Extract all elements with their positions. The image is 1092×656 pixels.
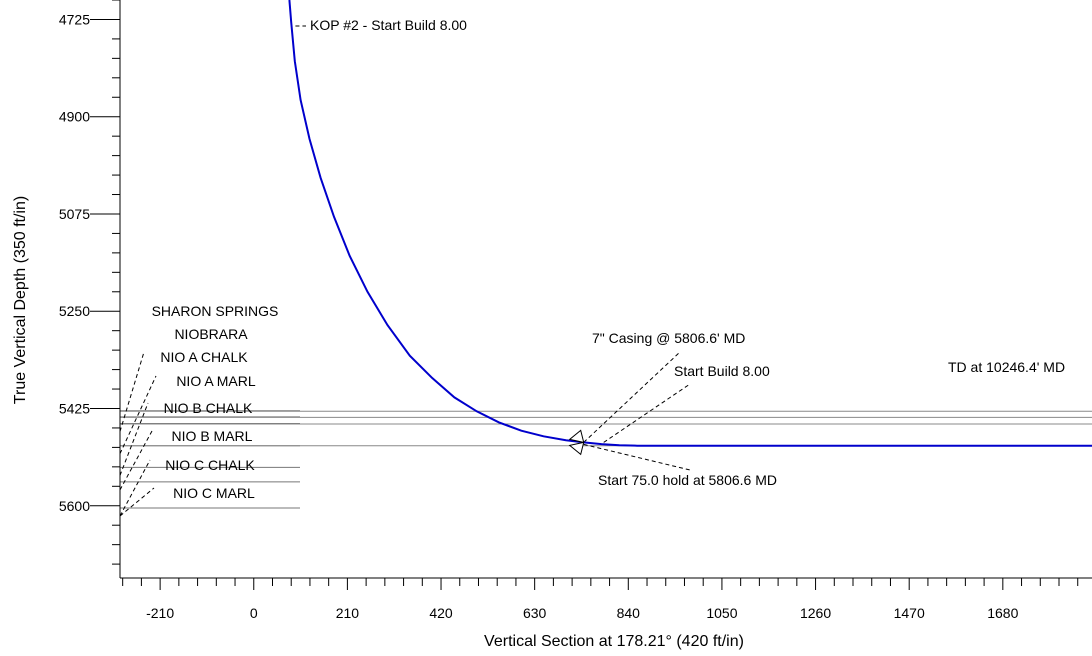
formation-leader xyxy=(119,351,145,432)
casing-marker-bottom xyxy=(568,441,585,456)
formation-label: NIOBRARA xyxy=(174,326,248,342)
y-tick-label: 4900 xyxy=(59,109,90,125)
wellpath-line xyxy=(288,0,1092,447)
formation-leader xyxy=(119,430,153,491)
formation-label: NIO B MARL xyxy=(172,428,253,444)
formation-label: NIO C CHALK xyxy=(165,457,255,473)
annotation-label: Start Build 8.00 xyxy=(674,363,770,379)
annotation-label: Start 75.0 hold at 5806.6 MD xyxy=(598,472,777,488)
y-tick-label: 5425 xyxy=(59,400,90,416)
y-tick-label: 5075 xyxy=(59,206,90,222)
x-tick-label: 1260 xyxy=(800,605,831,621)
formation-leader xyxy=(119,375,157,454)
axes: -210 0 210 420 630 840 1050 1260 1470 1680 4725 490… xyxy=(59,0,1092,621)
annotation-leader xyxy=(583,351,681,443)
x-tick-label: 630 xyxy=(523,605,547,621)
series-group xyxy=(288,0,1092,456)
casing-marker-top xyxy=(568,429,585,444)
leader-lines xyxy=(119,25,691,517)
x-tick-label: 1680 xyxy=(987,605,1018,621)
x-tick-label: 420 xyxy=(429,605,453,621)
formation-label: SHARON SPRINGS xyxy=(152,303,279,319)
annotation-leader xyxy=(583,443,691,471)
label-group: SHARON SPRINGS NIOBRARA NIO A CHALK NIO A M… xyxy=(152,17,1065,501)
x-tick-label: 1470 xyxy=(894,605,925,621)
x-tick-label: 1050 xyxy=(706,605,737,621)
formation-label: NIO B CHALK xyxy=(164,400,253,416)
formation-leader xyxy=(119,487,155,517)
x-tick-label: 210 xyxy=(336,605,360,621)
formation-leader xyxy=(119,459,151,517)
x-tick-label: 0 xyxy=(250,605,258,621)
formation-leader xyxy=(119,402,149,476)
y-tick-label: 5250 xyxy=(59,303,90,319)
x-axis-title: Vertical Section at 178.21° (420 ft/in) xyxy=(484,633,744,650)
formation-label: NIO A MARL xyxy=(176,373,256,389)
formation-label: NIO A CHALK xyxy=(160,349,248,365)
x-tick-label: 840 xyxy=(617,605,641,621)
y-tick-label: 4725 xyxy=(59,11,90,27)
formation-lines xyxy=(120,410,1092,509)
annotation-label: 7" Casing @ 5806.6' MD xyxy=(592,330,745,346)
formation-label: NIO C MARL xyxy=(173,485,255,501)
annotation-label: TD at 10246.4' MD xyxy=(948,359,1065,375)
y-axis-title: True Vertical Depth (350 ft/in) xyxy=(12,196,29,404)
annotation-leader xyxy=(603,383,691,443)
y-tick-label: 5600 xyxy=(59,498,90,514)
annotation-label: KOP #2 - Start Build 8.00 xyxy=(310,17,467,33)
x-tick-label: -210 xyxy=(146,605,174,621)
